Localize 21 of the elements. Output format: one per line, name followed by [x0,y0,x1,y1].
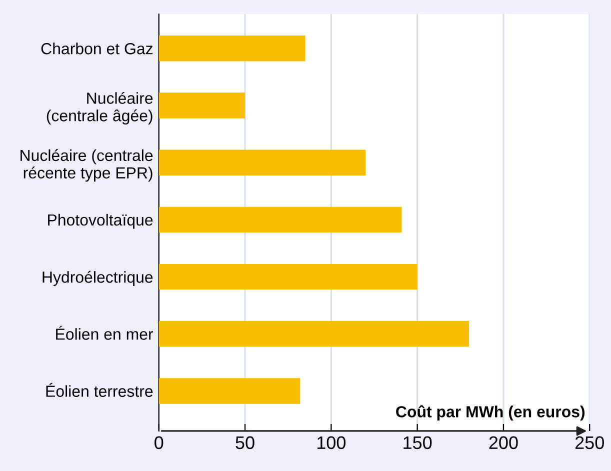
bar [158,378,300,404]
bar [158,321,470,347]
x-axis-title: Coût par MWh (en euros) [396,405,585,421]
y-tick-label: Hydroélectrique [42,270,153,286]
bar [158,36,306,62]
y-tick-label: Éolien terrestre [46,382,153,397]
bar [158,150,366,176]
x-tick-label: 250 [575,436,604,450]
y-tick-label: Nucléaire (centrale âgée) [46,92,153,124]
bar [158,264,418,290]
y-tick-label: Photovoltaïque [48,214,153,229]
x-tick-label: 50 [236,436,254,450]
x-tick-label: 150 [404,436,432,450]
bar [158,206,402,233]
y-tick-label: Éolien en mer [56,326,154,340]
y-tick-label: Nucléaire (centrale récente type EPR) [20,149,153,182]
x-tick-label: 0 [154,436,164,450]
y-tick-label: Charbon et Gaz [41,42,153,54]
x-tick-label: 200 [489,436,518,450]
x-tick-label: 100 [317,436,346,450]
bar [158,92,246,118]
